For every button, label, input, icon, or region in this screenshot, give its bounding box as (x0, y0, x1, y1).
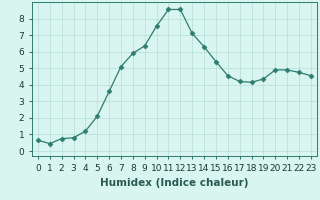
X-axis label: Humidex (Indice chaleur): Humidex (Indice chaleur) (100, 178, 249, 188)
